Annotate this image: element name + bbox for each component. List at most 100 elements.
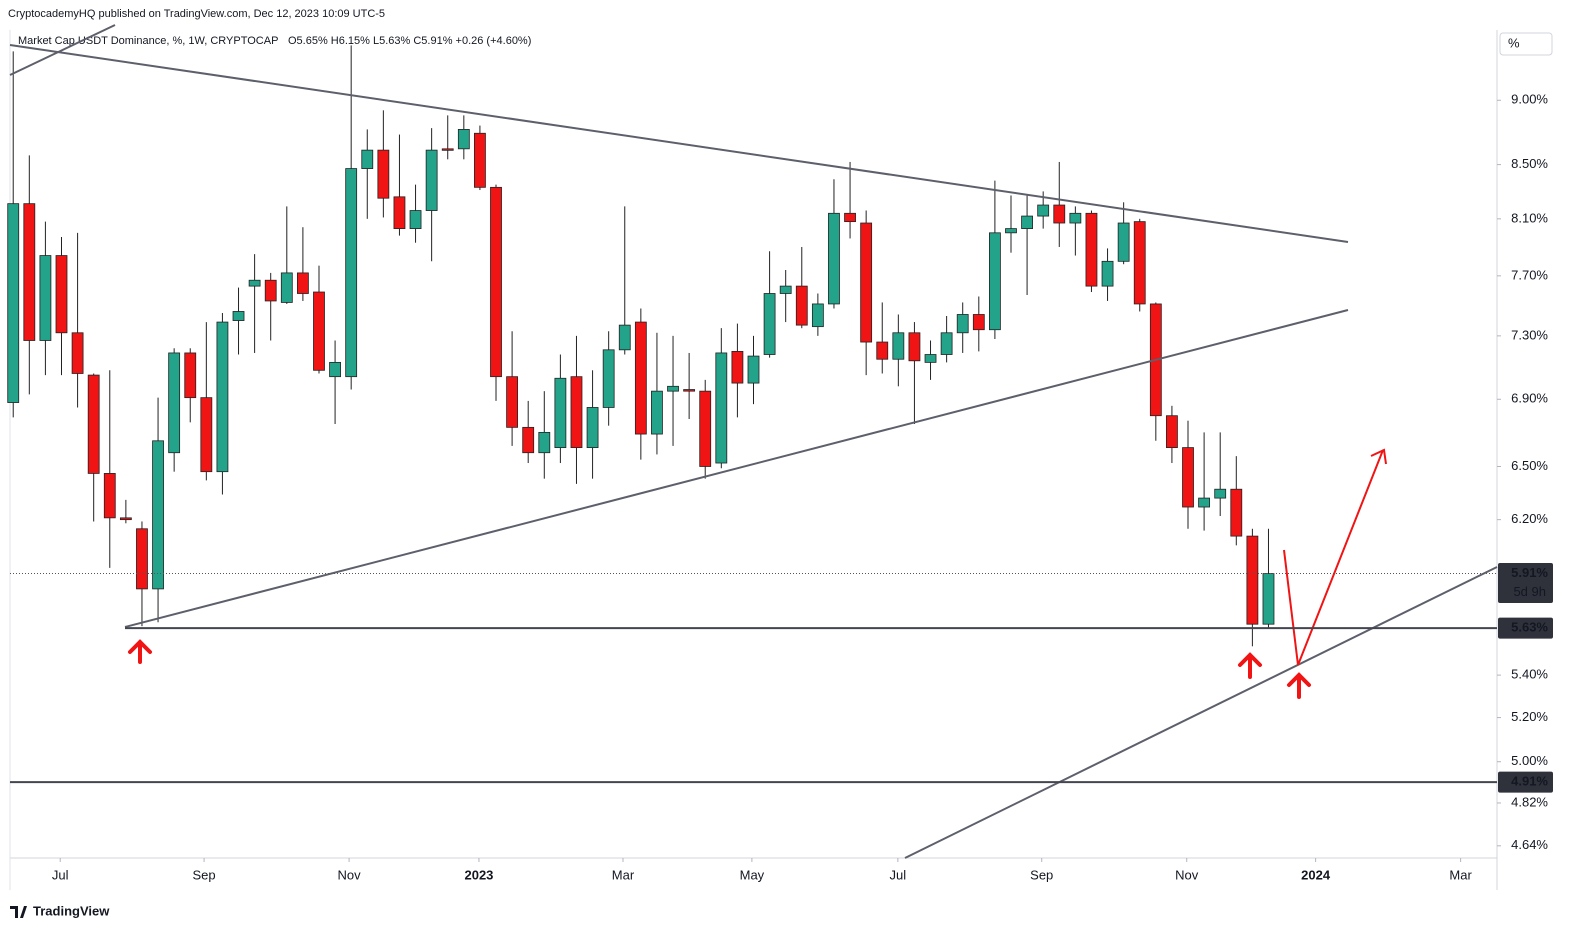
trendline [9, 44, 1349, 243]
candle-body [1069, 212, 1082, 224]
candle-body [763, 293, 776, 355]
candle-body [651, 390, 663, 435]
x-tick-label: Nov [1175, 867, 1199, 882]
candle-body [200, 397, 213, 473]
x-tick-label: Jul [890, 867, 907, 882]
projection-arrowhead [1370, 448, 1387, 465]
candle-body [232, 311, 245, 321]
trendline [9, 24, 116, 76]
candle-body [779, 285, 792, 294]
y-tick-label: 9.00% [1511, 92, 1548, 107]
candle-body [119, 517, 132, 521]
candle-body [280, 272, 293, 303]
candle-body [956, 314, 969, 334]
candle-body [216, 321, 229, 473]
publish-info: CryptocademyHQ published on TradingView.… [8, 8, 385, 20]
candle-body [1101, 260, 1114, 287]
candle-body [844, 212, 856, 223]
candle-body [23, 203, 36, 341]
candle-body [731, 350, 744, 384]
candle-body [1262, 573, 1275, 625]
candle-body [988, 232, 1001, 331]
candle-body [972, 314, 985, 331]
price-label: 4.91% [1511, 774, 1548, 789]
candle-body [602, 349, 615, 408]
candle-body [152, 440, 164, 590]
candle-body [1198, 497, 1211, 508]
candle-body [667, 385, 679, 392]
x-tick-label: Sep [193, 867, 216, 882]
candle-body [1230, 488, 1243, 537]
candle-body [554, 377, 567, 448]
candle-body [248, 279, 261, 287]
candle-body [1005, 228, 1017, 234]
x-tick-label: May [740, 867, 765, 882]
y-tick-label: 6.50% [1511, 458, 1548, 473]
candle-body [1085, 212, 1098, 287]
projection-path [1283, 449, 1384, 666]
candle-body [1246, 535, 1259, 625]
candle-body [634, 321, 647, 435]
symbol-title: Market Cap USDT Dominance, %, 1W, CRYPTO… [18, 35, 278, 47]
unit-button[interactable] [1499, 32, 1553, 56]
drawings [9, 24, 1498, 859]
candle-body [924, 354, 937, 363]
x-tick-label: Mar [1449, 867, 1472, 882]
candle-body [39, 255, 52, 341]
candle-body [103, 473, 116, 519]
x-tick-label: 2024 [1301, 867, 1331, 882]
candle-body [586, 407, 599, 448]
x-tick-label: Nov [338, 867, 362, 882]
candle-body [506, 376, 519, 428]
y-tick-label: 8.50% [1511, 156, 1548, 171]
candle-body [1053, 204, 1066, 224]
candle-body [683, 389, 696, 392]
candle-body [457, 129, 470, 150]
logo-icon [10, 906, 27, 918]
y-tick-label: 4.64% [1511, 837, 1548, 852]
candle-body [1182, 447, 1194, 508]
y-tick-label: 5.20% [1511, 709, 1548, 724]
candle-body [377, 149, 390, 199]
y-tick-label: 8.10% [1511, 210, 1548, 225]
candle-body [136, 528, 148, 590]
candle-body [361, 149, 374, 169]
candle-body [7, 203, 20, 403]
candle-body [715, 352, 728, 464]
candle-body [345, 168, 358, 378]
candle-body [474, 132, 486, 188]
y-tick-label: 6.90% [1511, 391, 1548, 406]
candle-body [538, 431, 551, 454]
candle-body [168, 352, 181, 454]
candle-body [393, 196, 406, 230]
footer-brand: TradingView [33, 903, 110, 918]
candle-body [313, 291, 325, 371]
candle-body [811, 303, 824, 328]
candle-body [1117, 222, 1130, 262]
candle-body [618, 324, 631, 351]
countdown-label: 5d 9h [1513, 584, 1546, 599]
candle-body [876, 341, 889, 360]
ohlc-legend: O5.65% H6.15% L5.63% C5.91% +0.26 (+4.60… [288, 35, 531, 47]
candle-body [1037, 204, 1050, 217]
candle-body [892, 332, 905, 360]
tv-logo [10, 906, 27, 918]
candle-body [55, 255, 68, 334]
candle-body [1166, 415, 1178, 448]
trendline [904, 566, 1498, 859]
candle-body [490, 186, 502, 378]
red-annotations [128, 448, 1387, 699]
up-arrow [1287, 672, 1311, 699]
candle-body [1133, 221, 1146, 305]
y-tick-label: 7.30% [1511, 327, 1548, 342]
candle-body [441, 148, 454, 151]
up-arrow [128, 639, 152, 664]
candle-body [329, 361, 341, 378]
unit-label: % [1508, 35, 1520, 50]
y-tick-label: 6.20% [1511, 511, 1548, 526]
x-tick-label: Mar [612, 867, 635, 882]
y-tick-label: 5.40% [1511, 667, 1548, 682]
candle-body [699, 390, 712, 467]
